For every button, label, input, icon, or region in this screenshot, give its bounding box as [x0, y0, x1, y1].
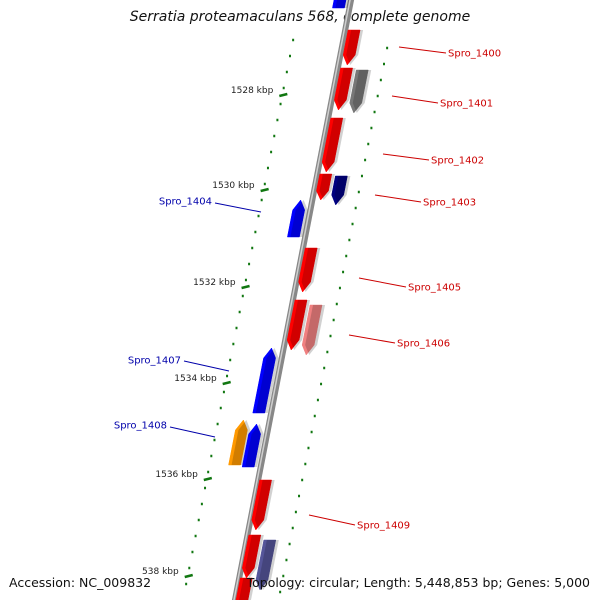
label-leader-line	[348, 334, 396, 344]
gene-label-spro-1407: Spro_1407	[128, 356, 181, 367]
kbp-label: 1536 kbp	[155, 470, 198, 480]
kbp-label: 538 kbp	[142, 567, 179, 577]
gene-label-spro-1401: Spro_1401	[440, 99, 493, 110]
label-leader-line	[374, 194, 422, 203]
label-leader-line	[382, 153, 430, 161]
major-tick	[222, 380, 231, 386]
gene-bottom-a	[242, 534, 264, 579]
gene-spro-1405	[298, 247, 321, 293]
major-tick	[260, 187, 269, 193]
label-leader-line	[391, 95, 439, 104]
gene-spro-1409	[251, 479, 275, 531]
gene-bottom-b	[255, 539, 279, 591]
gene-label-spro-1405: Spro_1405	[408, 283, 461, 294]
gene-spro-1400	[342, 29, 364, 66]
major-tick	[184, 573, 194, 579]
topology-text: Topology: circular; Length: 5,448,853 bp…	[246, 575, 590, 590]
gene-spro-1403a	[316, 173, 335, 201]
gene-label-spro-1409: Spro_1409	[357, 521, 410, 532]
label-leader-line	[358, 277, 407, 288]
kbp-label: 1530 kbp	[212, 181, 255, 191]
major-tick	[279, 92, 288, 98]
gene-bottom-c	[235, 577, 256, 600]
label-leader-line	[183, 360, 230, 372]
gene-spro-1401a	[334, 67, 356, 111]
gene-label-spro-1400: Spro_1400	[448, 49, 501, 60]
gene-spro-1408b	[241, 423, 264, 468]
gene-spro-1401b	[349, 69, 372, 114]
kbp-label: 1534 kbp	[174, 374, 217, 384]
gene-features	[228, 0, 372, 600]
genome-backbone	[231, 0, 355, 600]
kbp-label: 1532 kbp	[193, 278, 236, 288]
gene-spro-1404	[287, 199, 308, 238]
map-title: Serratia proteamaculans 568, complete ge…	[129, 9, 471, 25]
major-tick	[203, 476, 213, 482]
gene-label-spro-1404: Spro_1404	[159, 197, 212, 208]
gene-label-spro-1406: Spro_1406	[397, 339, 450, 350]
gene-top-reverse	[332, 0, 349, 9]
gene-label-spro-1402: Spro_1402	[431, 156, 484, 167]
label-leader-line	[214, 202, 262, 213]
major-tick	[241, 284, 250, 290]
gene-spro-1406a	[286, 299, 310, 351]
gene-label-spro-1403: Spro_1403	[423, 198, 476, 209]
label-leader-line	[169, 426, 216, 438]
gene-spro-1406b	[301, 304, 326, 356]
accession-text: Accession: NC_009832	[9, 575, 152, 590]
gene-spro-1402	[321, 117, 346, 173]
gene-label-spro-1408: Spro_1408	[114, 421, 167, 432]
backbone-line	[231, 0, 355, 600]
feature-labels: Spro_1400 Spro_1401 Spro_1402 Spro_1403 Spro…	[114, 46, 501, 532]
backbone-highlight	[233, 0, 351, 600]
gene-spro-1407	[252, 347, 279, 414]
kbp-label: 1528 kbp	[231, 86, 274, 96]
tick-marks: 1528 kbp 1530 kbp 1532 kbp 1534 kbp 1536 kbp…	[142, 38, 389, 594]
label-leader-line	[398, 46, 447, 54]
gene-spro-1403b	[331, 175, 351, 206]
label-leader-line	[308, 514, 356, 526]
